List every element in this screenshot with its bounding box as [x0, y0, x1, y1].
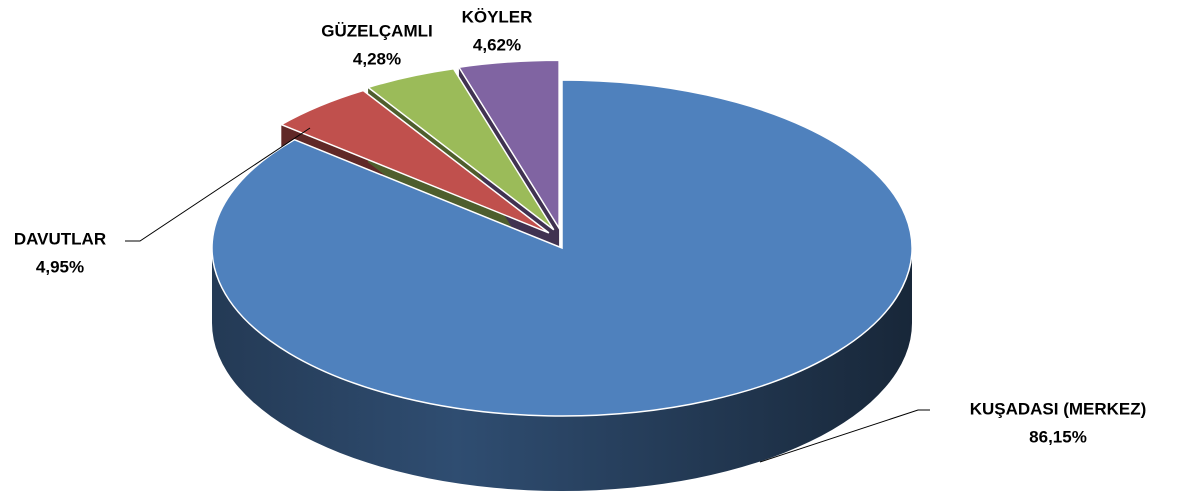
- slice-label: DAVUTLAR: [14, 229, 106, 248]
- slice: [211, 79, 913, 417]
- slice: [457, 59, 560, 231]
- slice-value-label: 86,15%: [1029, 427, 1087, 446]
- slice: [366, 67, 555, 231]
- slice-label: GÜZELÇAMLI: [321, 21, 432, 40]
- slice: [279, 89, 550, 234]
- slice-label: KUŞADASI (MERKEZ): [970, 399, 1147, 418]
- slice-value-label: 4,28%: [353, 49, 401, 68]
- slice-side: [212, 248, 912, 491]
- slice-value-label: 4,95%: [36, 257, 84, 276]
- leader-line: [125, 127, 311, 242]
- slice-value-label: 4,62%: [473, 35, 521, 54]
- leader-line: [759, 409, 930, 463]
- slice-label: KÖYLER: [462, 7, 533, 26]
